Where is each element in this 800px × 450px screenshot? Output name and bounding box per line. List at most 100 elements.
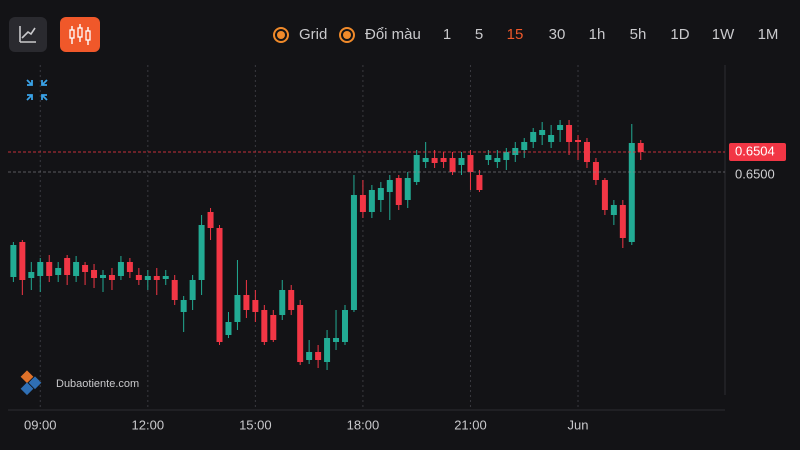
candle-body [422,158,429,162]
candle-body [207,212,214,228]
candle-body [10,245,17,277]
candle-body [189,280,196,300]
interval-button[interactable]: 1h [589,26,606,43]
candle-body [324,338,331,362]
candle-body [64,258,71,275]
candle-body [306,352,313,360]
candle-body [359,195,366,212]
candle-body [37,262,44,276]
interval-button[interactable]: 30 [549,26,566,43]
candle-body [575,140,582,142]
candle-body [592,162,599,180]
candle-body [341,310,348,342]
interval-button[interactable]: 1M [758,26,779,43]
candle-body [55,268,62,275]
grid-radio-dot [277,31,285,39]
candle-body [440,158,447,162]
candle-body [288,290,295,310]
candle-icon [85,30,91,41]
candle-body [180,300,187,312]
candle-body [467,155,474,172]
candle-body [628,143,635,242]
candle-body [583,142,590,162]
candle-body [404,178,411,200]
candle-body [601,180,608,210]
candle-body [548,135,555,142]
interval-button[interactable]: 5h [630,26,647,43]
grid-label[interactable]: Grid [299,26,327,43]
color-radio[interactable] [339,27,355,43]
candle-body [91,270,98,278]
x-tick-label: 09:00 [24,417,57,432]
candle-body [19,242,26,280]
candle-body [637,143,644,152]
x-tick-label: 21:00 [454,417,487,432]
candle-body [539,130,546,135]
candle-body [485,155,492,160]
interval-button[interactable]: 1 [443,26,451,43]
candle-body [144,276,151,280]
candle-body [333,338,340,342]
candle-body [135,275,142,280]
candle-body [261,310,268,342]
collapse-icon[interactable] [26,79,48,101]
candle-body [619,205,626,238]
candle-body [162,276,169,279]
interval-button[interactable]: 5 [475,26,483,43]
candle-body [46,262,53,276]
candle-body [494,158,501,162]
candle-body [198,225,205,280]
candle-body [234,295,241,322]
candle-icon [77,27,83,38]
candle-body [413,155,420,182]
candle-body [610,205,617,215]
candle-body [395,178,402,205]
candle-body [243,295,250,310]
candle-body [566,125,573,142]
candle-body [117,262,124,276]
candle-body [530,132,537,142]
price-label: 0.6500 [735,166,775,181]
candle-body [476,175,483,190]
candle-body [449,158,456,172]
candle-body [126,262,133,272]
candle-body [108,275,115,280]
candle-body [153,276,160,280]
candle-body [225,322,232,335]
candle-body [100,275,107,278]
candle-body [73,262,80,276]
watermark: Dubaotiente.com [56,378,139,390]
x-tick-label: 12:00 [132,417,165,432]
candle-body [557,125,564,130]
grid-radio[interactable] [273,27,289,43]
candle-body [28,272,35,278]
interval-button[interactable]: 15 [507,26,524,43]
candle-body [377,188,384,200]
x-tick-label: 15:00 [239,417,272,432]
candle-body [350,195,357,310]
candle-icon [69,29,75,39]
candle-body [386,180,393,192]
interval-button[interactable]: 1D [670,26,689,43]
x-tick-label: 18:00 [347,417,380,432]
candle-body [82,265,89,272]
candle-body [252,300,259,312]
color-label[interactable]: Đổi màu [365,26,421,43]
candle-body [521,142,528,150]
interval-button[interactable]: 1W [712,26,735,43]
candle-body [270,315,277,340]
candle-body [503,152,510,160]
candle-body [315,352,322,360]
candle-body [297,305,304,362]
candle-body [458,158,465,165]
line-chart-button[interactable] [9,17,47,52]
line-icon [19,26,36,43]
price-label: 0.6504 [735,143,775,158]
candle-body [216,228,223,342]
price-badge [729,143,786,161]
candle-body [279,290,286,315]
color-radio-dot [343,31,351,39]
